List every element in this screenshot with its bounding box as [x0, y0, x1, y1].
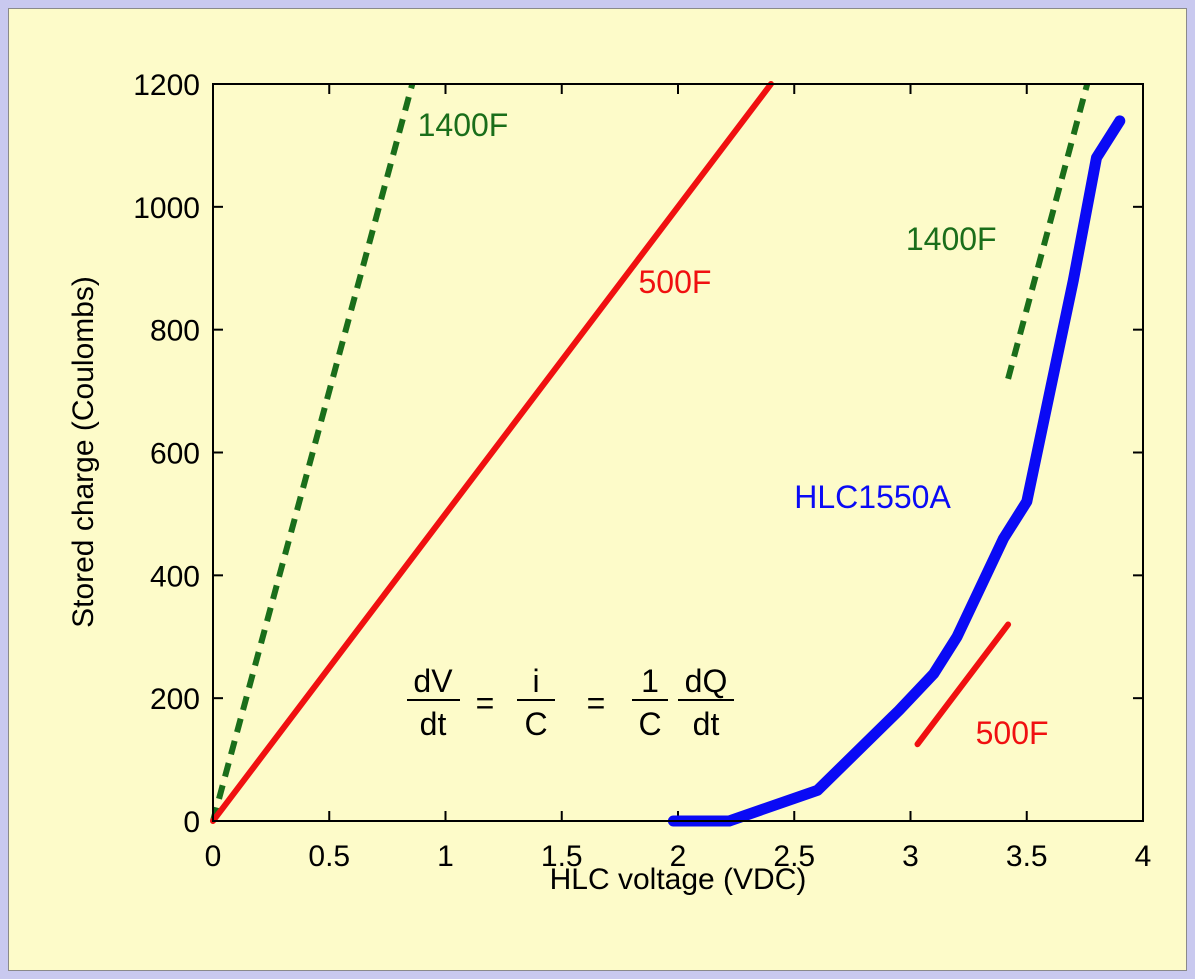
y-tick-label: 200 [150, 683, 200, 716]
y-tick-label: 800 [150, 315, 200, 348]
chart-panel: 0 0.5 1 1.5 2 2.5 3 3.5 4 0 200 400 600 800 1000 1200 1… [8, 8, 1187, 971]
equation: dV dt = i C = 1 C dQ dt [407, 663, 734, 742]
eq-frac4-num: dQ [685, 663, 728, 699]
eq-frac2-num: i [532, 663, 539, 699]
x-tick-label: 2 [670, 840, 687, 873]
eq-sign-1: = [476, 685, 495, 721]
eq-frac1-den: dt [420, 706, 447, 742]
annotations-layer: 1400F 500F 1400F HLC1550A 500F [418, 107, 1049, 751]
series-line-hlc1550a [667, 115, 1126, 827]
series-line-1400f [1005, 83, 1091, 380]
y-tick-label: 400 [150, 560, 200, 593]
series-annotation: 500F [976, 715, 1049, 751]
y-axis-label: Stored charge (Coulombs) [67, 276, 100, 628]
x-tick-label: 0 [205, 840, 222, 873]
x-tick-label: 3 [902, 840, 919, 873]
series-line-500f [914, 621, 1012, 748]
series-line-500f [210, 81, 774, 824]
eq-frac4-den: dt [693, 706, 720, 742]
eq-sign-2: = [587, 685, 606, 721]
series-line-1400f [210, 83, 416, 822]
eq-frac1-num: dV [413, 663, 453, 699]
chart-svg: 0 0.5 1 1.5 2 2.5 3 3.5 4 0 200 400 600 800 1000 1200 1… [67, 69, 1151, 896]
series-layer [210, 81, 1126, 827]
series-annotation: 1400F [418, 107, 509, 143]
series-annotation: HLC1550A [794, 479, 951, 515]
y-tick-label: 1200 [133, 69, 200, 102]
plot-frame [212, 83, 1144, 822]
y-tick-label: 0 [183, 806, 200, 839]
y-tick-label: 600 [150, 438, 200, 471]
series-annotation: 1400F [906, 221, 997, 257]
x-tick-label: 3.5 [1006, 840, 1048, 873]
x-tick-label: 1.5 [541, 840, 583, 873]
y-tick-label: 1000 [133, 192, 200, 225]
eq-frac3-den: C [638, 706, 661, 742]
x-tick-label: 2.5 [773, 840, 815, 873]
series-annotation: 500F [638, 264, 711, 300]
x-tick-label: 0.5 [308, 840, 350, 873]
ticks-layer: 0 0.5 1 1.5 2 2.5 3 3.5 4 0 200 400 600 800 1000 1200 [133, 69, 1151, 873]
x-tick-label: 4 [1135, 840, 1152, 873]
eq-frac2-den: C [524, 706, 547, 742]
x-tick-label: 1 [437, 840, 454, 873]
x-axis-label: HLC voltage (VDC) [550, 863, 807, 896]
eq-frac3-num: 1 [641, 663, 659, 699]
